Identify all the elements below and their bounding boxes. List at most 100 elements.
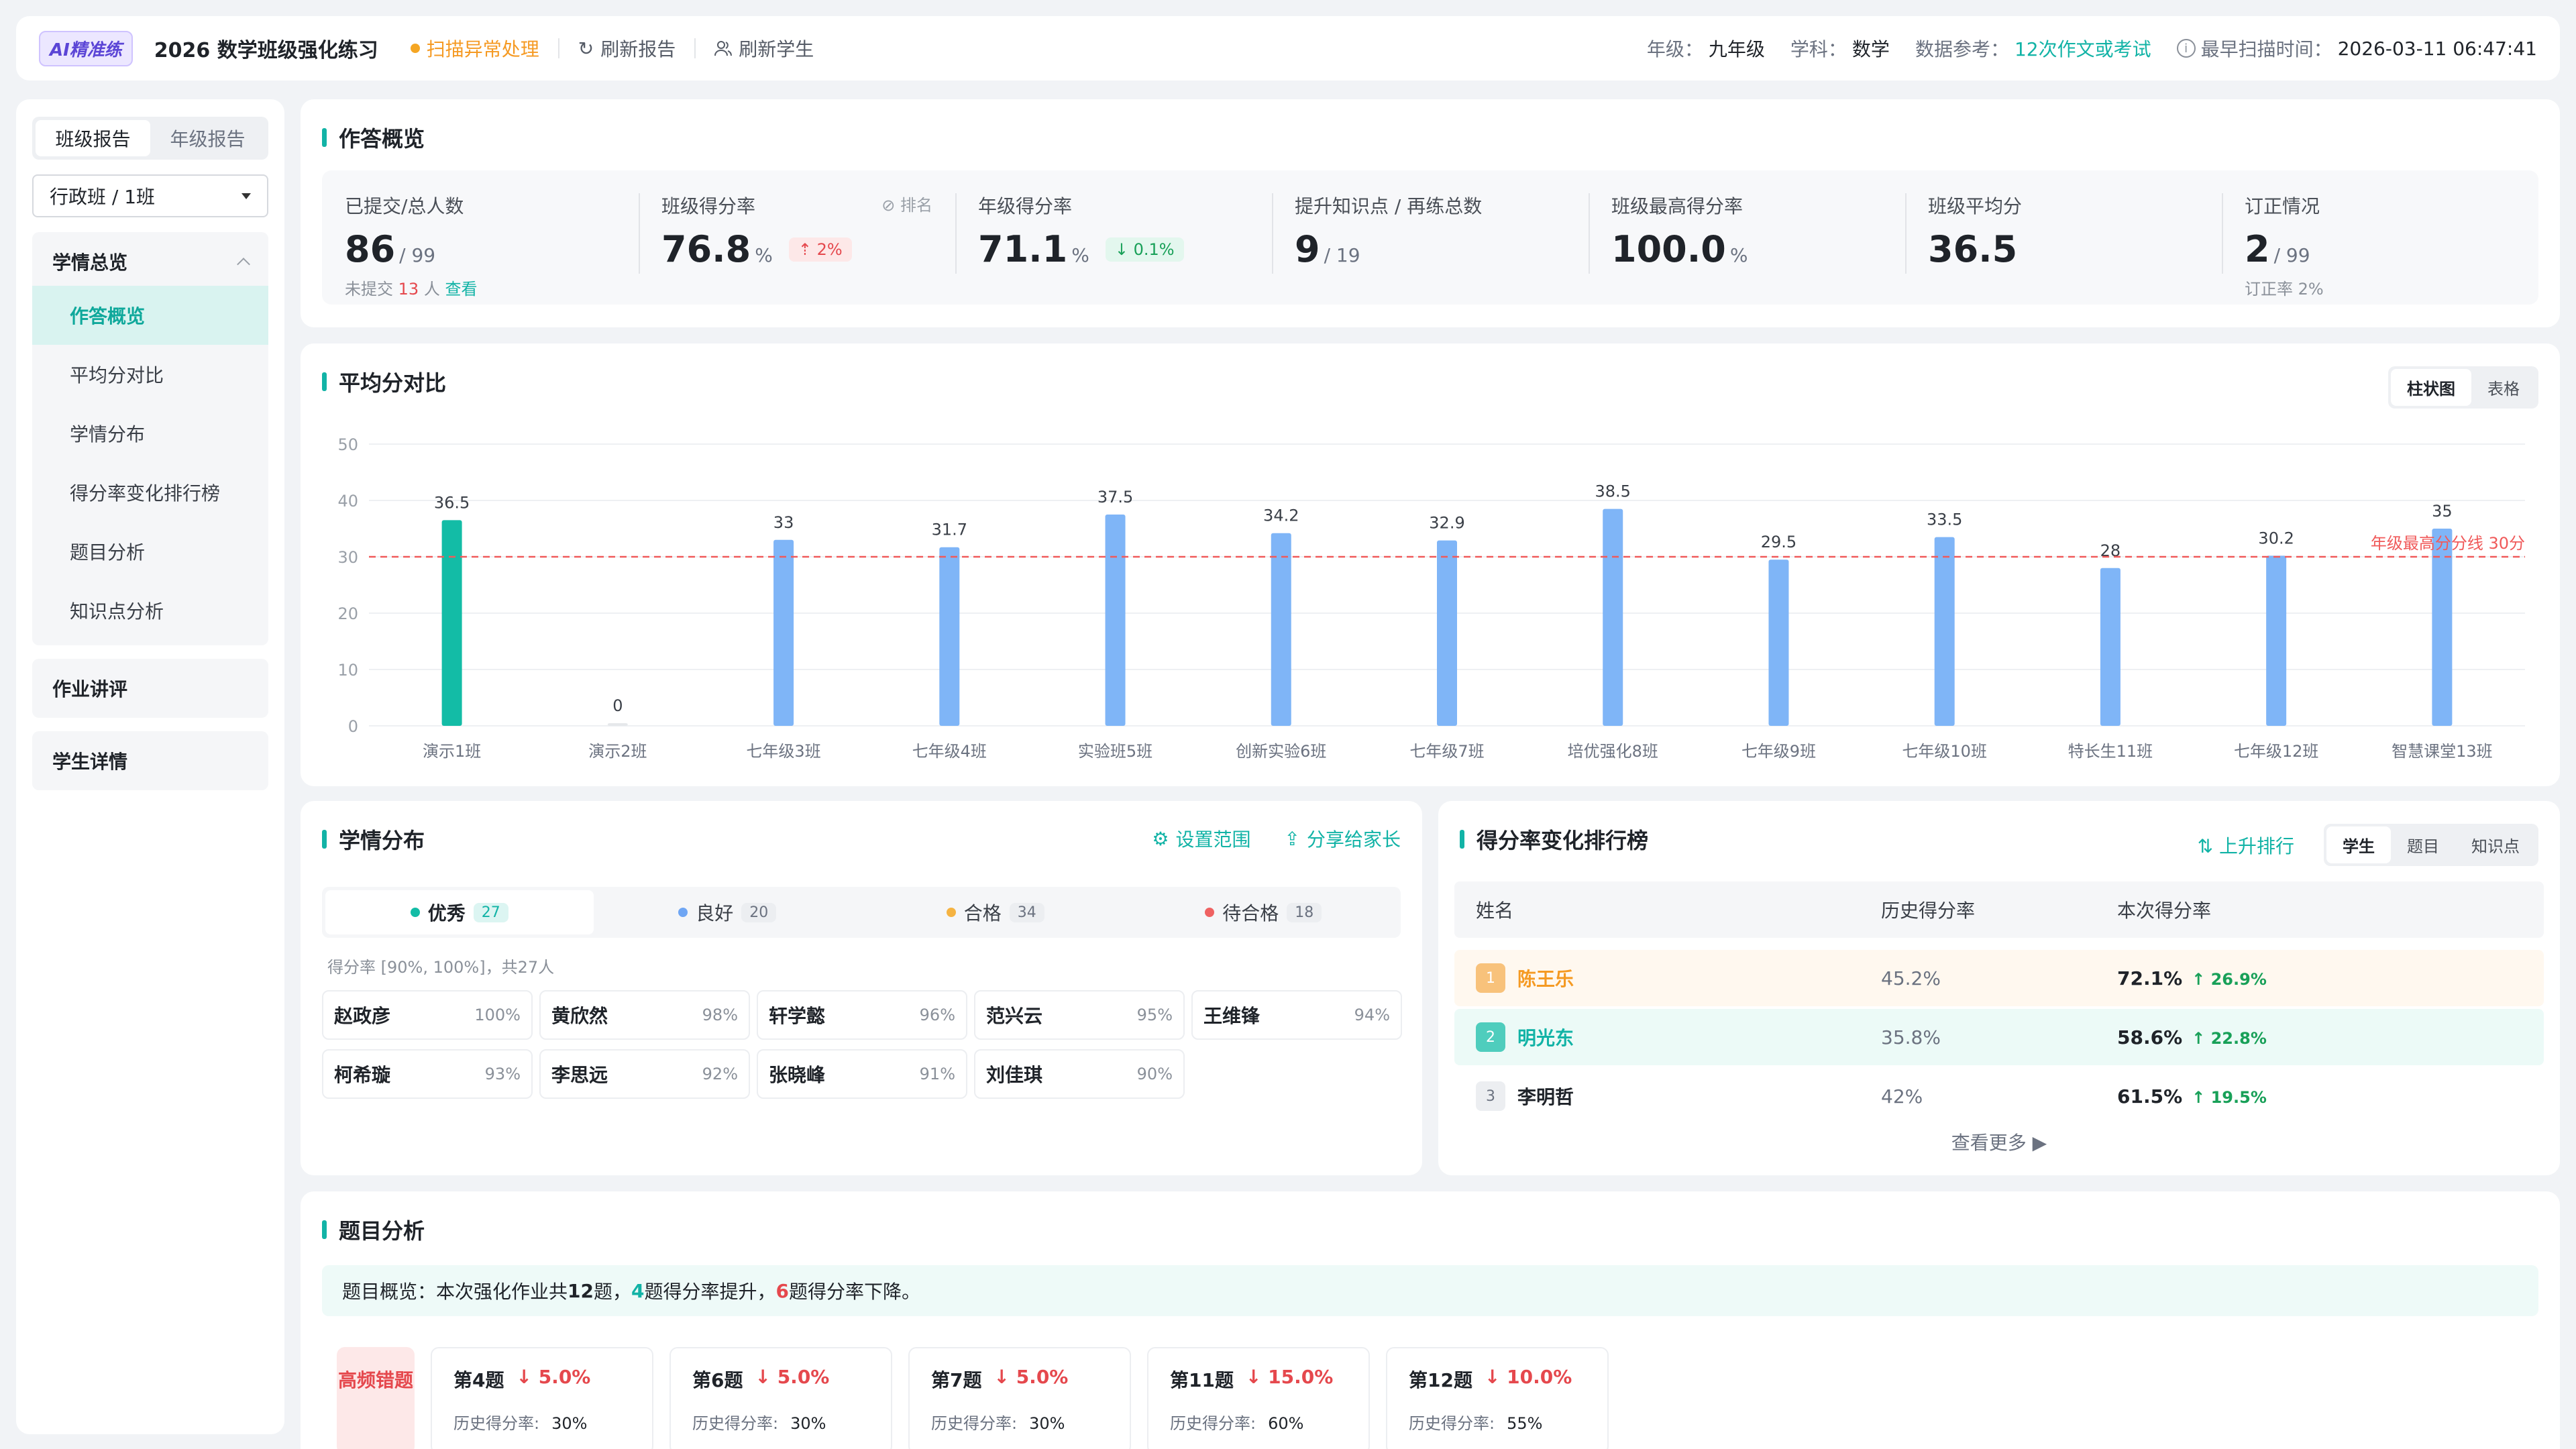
chevron-up-icon: [237, 258, 250, 271]
student-name: 范兴云: [986, 1005, 1043, 1027]
question-card[interactable]: 第7题 ↓ 5.0% 历史得分率: 30%: [908, 1347, 1131, 1449]
student-rate: 94%: [1354, 1006, 1390, 1024]
bar: [2266, 555, 2287, 726]
rank-row[interactable]: 2 明光东 35.8% 58.6% ↑ 22.8%: [1454, 1009, 2544, 1065]
scan-time-label: 最早扫描时间：: [2200, 38, 2332, 60]
tab-question[interactable]: 题目: [2407, 837, 2439, 856]
bar: [441, 520, 462, 726]
ai-badge: AI精准练: [39, 30, 133, 66]
info-icon[interactable]: i: [2176, 39, 2196, 58]
level-count: 27: [473, 902, 508, 922]
range-text: 得分率 [90%, 100%]，共27人: [327, 958, 555, 977]
level-count: 18: [1287, 902, 1322, 922]
level-tab[interactable]: 合格 34: [861, 890, 1130, 934]
question-analysis-card: 题目分析 题目概览：本次强化作业共 12 题， 4 题得分率提升， 6 题得分率下降。 高频…: [301, 1191, 2560, 1449]
refresh-report-button[interactable]: ↻ 刷新报告: [578, 35, 676, 62]
student-rate: 100%: [474, 1006, 521, 1024]
rank-table-header: 姓名 历史得分率 本次得分率: [1454, 881, 2544, 938]
nav-item-student-detail[interactable]: 学生详情: [32, 731, 268, 790]
scan-exception-button[interactable]: 扫描异常处理: [410, 35, 539, 62]
student-cell[interactable]: 范兴云 95%: [974, 990, 1185, 1040]
level-tab[interactable]: 良好 20: [594, 890, 862, 934]
level-count: 34: [1009, 902, 1044, 922]
rank-row[interactable]: 1 陈王乐 45.2% 72.1% ↑ 26.9%: [1454, 950, 2544, 1006]
divider: [557, 38, 559, 58]
student-name: 刘佳琪: [986, 1064, 1043, 1086]
question-card[interactable]: 第12题 ↓ 10.0% 历史得分率: 55%: [1386, 1347, 1609, 1449]
stat-class-rate: 班级得分率 ⊘ 排名 76.8% ⇡ 2%: [639, 170, 955, 305]
stat-knowledge: 提升知识点 / 再练总数 9/ 19: [1272, 170, 1589, 305]
student-cell[interactable]: 黄欣然 98%: [539, 990, 750, 1040]
tab-grade-report[interactable]: 年级报告: [170, 128, 246, 150]
nav-item-homework-review[interactable]: 作业讲评: [32, 659, 268, 718]
nav-item-question-analysis[interactable]: 题目分析: [70, 541, 146, 564]
student-cell[interactable]: 赵政彦 100%: [322, 990, 533, 1040]
nav-item-knowledge-analysis[interactable]: 知识点分析: [70, 600, 164, 623]
data-ref-link[interactable]: 12次作文或考试: [2014, 38, 2151, 60]
toggle-bar-chart[interactable]: 柱状图: [2391, 369, 2471, 406]
question-card[interactable]: 第4题 ↓ 5.0% 历史得分率: 30%: [431, 1347, 653, 1449]
refresh-students-button[interactable]: 刷新学生: [714, 35, 814, 62]
sort-ascending-button[interactable]: ⇅ 上升排行: [2197, 835, 2294, 857]
share-icon: ⇪: [1284, 827, 1300, 850]
nav-item-average-compare[interactable]: 平均分对比: [70, 364, 164, 386]
stats-row: 已提交/总人数 86/ 99 未提交 13 人 查看 班级得分率 ⊘ 排名 76.…: [322, 170, 2538, 305]
question-card[interactable]: 第11题 ↓ 15.0% 历史得分率: 60%: [1147, 1347, 1370, 1449]
student-name: 王维锋: [1203, 1005, 1260, 1027]
average-bar-chart: 0 10 20 30 40 50 36.5 演示1班 0 演示2班 33 七年级3班 31.7 七年级4班…: [337, 435, 2525, 761]
nav-item-score-rank[interactable]: 得分率变化排行榜: [70, 482, 221, 504]
student-cell[interactable]: 轩学懿 96%: [757, 990, 967, 1040]
bar: [939, 547, 960, 726]
history-rate: 55%: [1507, 1414, 1543, 1433]
nav-group-header[interactable]: 学情总览: [32, 237, 268, 286]
level-dot-icon: [1205, 908, 1215, 917]
y-tick-label: 50: [337, 435, 358, 454]
sort-icon: ⇅: [2197, 835, 2214, 857]
tab-class-report[interactable]: 班级报告: [36, 120, 150, 156]
level-dot-icon: [946, 908, 956, 917]
student-cell[interactable]: 刘佳琪 90%: [974, 1049, 1185, 1099]
question-card[interactable]: 第6题 ↓ 5.0% 历史得分率: 30%: [669, 1347, 892, 1449]
x-tick-label: 七年级4班: [912, 742, 987, 761]
tab-student[interactable]: 学生: [2326, 826, 2391, 863]
question-number: 第12题: [1409, 1369, 1472, 1391]
data-label: 31.7: [932, 521, 967, 539]
student-cell[interactable]: 柯希璇 93%: [322, 1049, 533, 1099]
rank-dimension-toggle: 学生 题目 知识点: [2324, 824, 2538, 866]
rank-toggle[interactable]: ⊘ 排名: [881, 196, 932, 215]
section-title: 题目分析: [322, 1214, 2538, 1245]
history-rate: 35.8%: [1881, 1026, 1941, 1049]
student-cell[interactable]: 张晓峰 91%: [757, 1049, 967, 1099]
rate-increase: ↑ 19.5%: [2192, 1087, 2267, 1107]
data-label: 30.2: [2258, 529, 2294, 547]
rank-medal: 1: [1476, 963, 1505, 993]
view-more-link[interactable]: 查看更多 ▶: [1951, 1132, 2047, 1154]
x-tick-label: 创新实验6班: [1236, 742, 1326, 761]
set-range-button[interactable]: ⚙ 设置范围: [1152, 827, 1251, 851]
level-tab[interactable]: 优秀 27: [325, 890, 594, 934]
nav-item-distribution[interactable]: 学情分布: [70, 423, 146, 445]
rate-change: ↓ 5.0%: [516, 1366, 591, 1388]
trend-up-badge: ⇡ 2%: [788, 237, 852, 262]
student-name: 柯希璇: [334, 1064, 391, 1086]
view-unsubmitted-link[interactable]: 查看: [445, 280, 478, 299]
rank-row[interactable]: 3 李明哲 42% 61.5% ↑ 19.5%: [1454, 1068, 2544, 1124]
toggle-table[interactable]: 表格: [2487, 380, 2520, 398]
level-tab[interactable]: 待合格 18: [1130, 890, 1398, 934]
student-cell[interactable]: 李思远 92%: [539, 1049, 750, 1099]
level-tabs: 优秀 27 良好 20 合格 34 待合格 18: [322, 887, 1401, 938]
share-parents-button[interactable]: ⇪ 分享给家长: [1284, 827, 1401, 851]
refresh-report-label: 刷新报告: [600, 38, 676, 60]
student-rate: 93%: [484, 1065, 521, 1083]
student-name: 轩学懿: [769, 1005, 826, 1027]
student-cell[interactable]: 王维锋 94%: [1191, 990, 1402, 1040]
stat-submitted: 已提交/总人数 86/ 99 未提交 13 人 查看: [345, 195, 478, 299]
level-count: 20: [741, 902, 777, 922]
y-tick-label: 40: [337, 492, 358, 511]
student-name: 李明哲: [1517, 1086, 1574, 1108]
tab-knowledge[interactable]: 知识点: [2471, 837, 2520, 856]
section-title: 平均分对比: [322, 366, 2538, 397]
nav-item-answer-overview[interactable]: 作答概览: [32, 286, 268, 345]
warning-dot-icon: [410, 44, 420, 53]
class-select[interactable]: 行政班 / 1班: [32, 174, 268, 217]
